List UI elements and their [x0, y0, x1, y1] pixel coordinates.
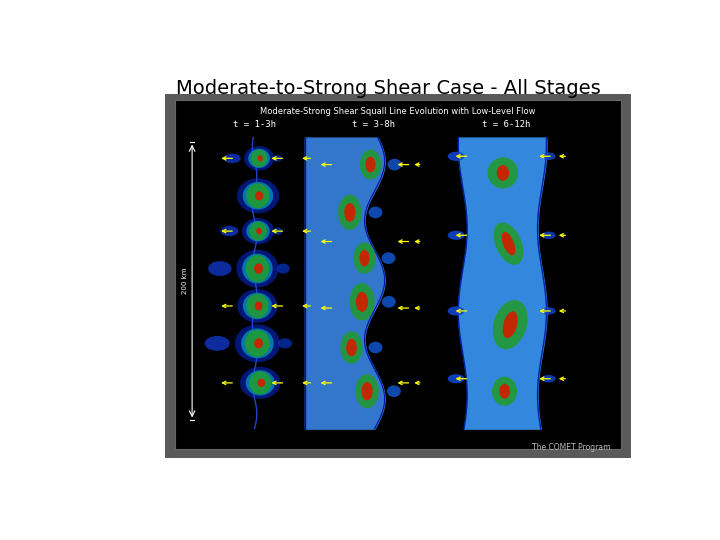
Ellipse shape [369, 342, 382, 353]
Ellipse shape [248, 148, 270, 168]
Ellipse shape [249, 372, 271, 394]
Ellipse shape [276, 264, 289, 274]
Ellipse shape [245, 330, 270, 357]
Ellipse shape [541, 152, 556, 160]
Ellipse shape [251, 150, 267, 167]
Ellipse shape [246, 370, 275, 395]
Ellipse shape [341, 332, 363, 364]
Ellipse shape [240, 367, 280, 399]
Text: Moderate-Strong Shear Squall Line Evolution with Low-Level Flow: Moderate-Strong Shear Squall Line Evolut… [260, 107, 536, 116]
Ellipse shape [242, 218, 274, 244]
Ellipse shape [448, 306, 464, 315]
Ellipse shape [541, 232, 556, 239]
Ellipse shape [492, 300, 528, 349]
Ellipse shape [361, 382, 373, 400]
Ellipse shape [497, 165, 509, 181]
Ellipse shape [256, 228, 262, 234]
Text: t = 1-3h: t = 1-3h [233, 120, 276, 129]
Ellipse shape [254, 264, 263, 274]
Ellipse shape [356, 292, 368, 312]
Ellipse shape [344, 203, 356, 222]
Text: t = 6-12h: t = 6-12h [482, 120, 530, 129]
Ellipse shape [238, 289, 277, 323]
Ellipse shape [244, 146, 274, 171]
Ellipse shape [243, 293, 272, 319]
Ellipse shape [349, 283, 374, 321]
Ellipse shape [246, 255, 269, 282]
Ellipse shape [493, 222, 523, 265]
Bar [175, 100, 621, 449]
Ellipse shape [448, 152, 464, 161]
Ellipse shape [502, 232, 516, 255]
Ellipse shape [492, 377, 517, 406]
Ellipse shape [487, 157, 518, 188]
Ellipse shape [258, 155, 263, 161]
Ellipse shape [204, 336, 230, 351]
Ellipse shape [338, 195, 361, 230]
Ellipse shape [366, 157, 376, 172]
Ellipse shape [448, 374, 464, 383]
Ellipse shape [354, 242, 376, 274]
Ellipse shape [387, 159, 402, 171]
Ellipse shape [241, 328, 274, 358]
Ellipse shape [236, 249, 279, 287]
Ellipse shape [541, 307, 556, 315]
Ellipse shape [499, 384, 510, 399]
Ellipse shape [387, 386, 401, 397]
Ellipse shape [246, 183, 270, 208]
Ellipse shape [246, 221, 269, 241]
Ellipse shape [235, 325, 280, 362]
Ellipse shape [258, 379, 265, 387]
Ellipse shape [360, 150, 381, 180]
Ellipse shape [448, 231, 464, 240]
Ellipse shape [254, 339, 263, 348]
Ellipse shape [278, 338, 292, 348]
Ellipse shape [220, 226, 238, 237]
Ellipse shape [224, 153, 240, 163]
Ellipse shape [243, 182, 273, 210]
Ellipse shape [273, 227, 282, 235]
Ellipse shape [541, 375, 556, 382]
Ellipse shape [249, 222, 267, 240]
Ellipse shape [242, 254, 273, 284]
Ellipse shape [255, 191, 264, 200]
Text: Moderate-to-Strong Shear Case - All Stages: Moderate-to-Strong Shear Case - All Stag… [176, 79, 601, 98]
Text: The COMET Program: The COMET Program [532, 443, 611, 453]
Bar [166, 94, 631, 458]
Ellipse shape [255, 301, 262, 310]
Ellipse shape [369, 207, 382, 218]
Ellipse shape [208, 261, 232, 276]
Ellipse shape [382, 252, 395, 264]
Ellipse shape [246, 294, 269, 318]
Ellipse shape [273, 155, 282, 161]
Ellipse shape [346, 339, 357, 356]
Ellipse shape [356, 374, 379, 408]
Text: 200 km: 200 km [182, 268, 189, 294]
Text: t = 3-8h: t = 3-8h [352, 120, 395, 129]
Ellipse shape [359, 250, 369, 266]
Ellipse shape [382, 296, 396, 308]
Ellipse shape [503, 312, 518, 338]
Ellipse shape [237, 178, 279, 213]
